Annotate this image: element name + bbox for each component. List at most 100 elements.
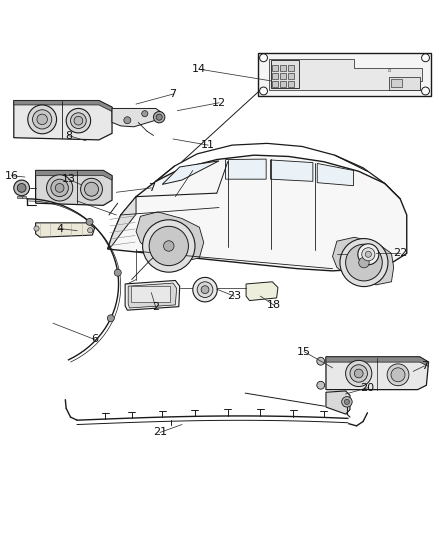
Text: B: B <box>388 68 391 72</box>
Polygon shape <box>226 159 266 179</box>
Polygon shape <box>35 171 112 180</box>
Text: 20: 20 <box>360 383 374 393</box>
Circle shape <box>387 364 409 386</box>
Text: 23: 23 <box>227 291 241 301</box>
Circle shape <box>107 315 114 322</box>
Circle shape <box>88 228 93 233</box>
Polygon shape <box>108 197 136 249</box>
Polygon shape <box>269 59 422 90</box>
Circle shape <box>124 117 131 124</box>
Circle shape <box>346 360 372 386</box>
Text: 18: 18 <box>266 300 281 310</box>
Circle shape <box>193 277 217 302</box>
Circle shape <box>74 116 83 125</box>
Bar <box>389 77 420 90</box>
Bar <box>131 286 170 302</box>
Circle shape <box>32 110 52 129</box>
Polygon shape <box>162 161 219 184</box>
Bar <box>271 60 299 88</box>
Circle shape <box>358 244 379 265</box>
Circle shape <box>346 244 382 281</box>
Circle shape <box>153 111 165 123</box>
Circle shape <box>340 239 388 287</box>
Polygon shape <box>14 101 112 140</box>
Circle shape <box>28 105 57 134</box>
Circle shape <box>163 241 174 251</box>
Text: 11: 11 <box>201 140 215 150</box>
Text: 22: 22 <box>393 248 407 259</box>
Polygon shape <box>332 237 394 285</box>
Bar <box>288 65 293 71</box>
Circle shape <box>359 257 369 268</box>
Polygon shape <box>14 101 112 111</box>
Circle shape <box>197 282 213 297</box>
Bar <box>272 65 278 71</box>
Circle shape <box>391 368 405 382</box>
Circle shape <box>149 227 188 265</box>
Circle shape <box>34 226 39 231</box>
Text: 21: 21 <box>153 427 167 438</box>
Text: 14: 14 <box>192 64 206 74</box>
Text: 8: 8 <box>65 131 72 141</box>
Circle shape <box>37 114 47 125</box>
Polygon shape <box>128 283 177 308</box>
Bar <box>280 73 286 79</box>
Text: 13: 13 <box>61 174 75 184</box>
Circle shape <box>14 180 29 196</box>
Circle shape <box>46 175 73 201</box>
Bar <box>280 65 286 71</box>
Text: 2: 2 <box>152 302 159 312</box>
Text: 12: 12 <box>212 98 226 108</box>
Text: 15: 15 <box>297 346 311 357</box>
Polygon shape <box>326 391 350 414</box>
Circle shape <box>365 251 371 257</box>
Circle shape <box>156 114 162 120</box>
Text: 6: 6 <box>91 334 98 344</box>
Polygon shape <box>317 164 353 185</box>
Bar <box>288 73 293 79</box>
Polygon shape <box>112 108 162 127</box>
Polygon shape <box>108 155 407 271</box>
Circle shape <box>260 54 268 62</box>
Polygon shape <box>35 223 95 237</box>
Polygon shape <box>271 160 313 181</box>
Circle shape <box>85 182 99 196</box>
Polygon shape <box>136 212 204 262</box>
Circle shape <box>342 397 352 407</box>
Text: 16: 16 <box>5 171 18 181</box>
Text: 7: 7 <box>170 89 177 99</box>
Circle shape <box>142 111 148 117</box>
Circle shape <box>55 183 64 192</box>
Circle shape <box>344 399 350 405</box>
Circle shape <box>81 179 102 200</box>
Circle shape <box>354 369 363 378</box>
Bar <box>392 79 403 87</box>
Bar <box>280 81 286 87</box>
Circle shape <box>114 269 121 276</box>
Circle shape <box>17 183 26 192</box>
Circle shape <box>201 286 209 294</box>
Circle shape <box>86 219 93 225</box>
Text: 7: 7 <box>148 183 155 193</box>
Bar <box>272 73 278 79</box>
Bar <box>272 81 278 87</box>
Circle shape <box>260 87 268 95</box>
Circle shape <box>350 365 367 382</box>
Polygon shape <box>125 280 180 310</box>
Circle shape <box>362 248 375 261</box>
Circle shape <box>143 220 195 272</box>
Polygon shape <box>326 357 428 367</box>
Bar <box>258 53 431 96</box>
Polygon shape <box>326 357 428 390</box>
Text: 7: 7 <box>420 361 428 371</box>
Circle shape <box>66 108 91 133</box>
Circle shape <box>51 179 68 197</box>
Text: 4: 4 <box>56 223 63 233</box>
Bar <box>288 81 293 87</box>
Polygon shape <box>35 171 112 205</box>
Circle shape <box>317 381 325 389</box>
Polygon shape <box>246 282 278 301</box>
Circle shape <box>422 87 429 95</box>
Circle shape <box>71 113 86 128</box>
Circle shape <box>317 357 325 365</box>
